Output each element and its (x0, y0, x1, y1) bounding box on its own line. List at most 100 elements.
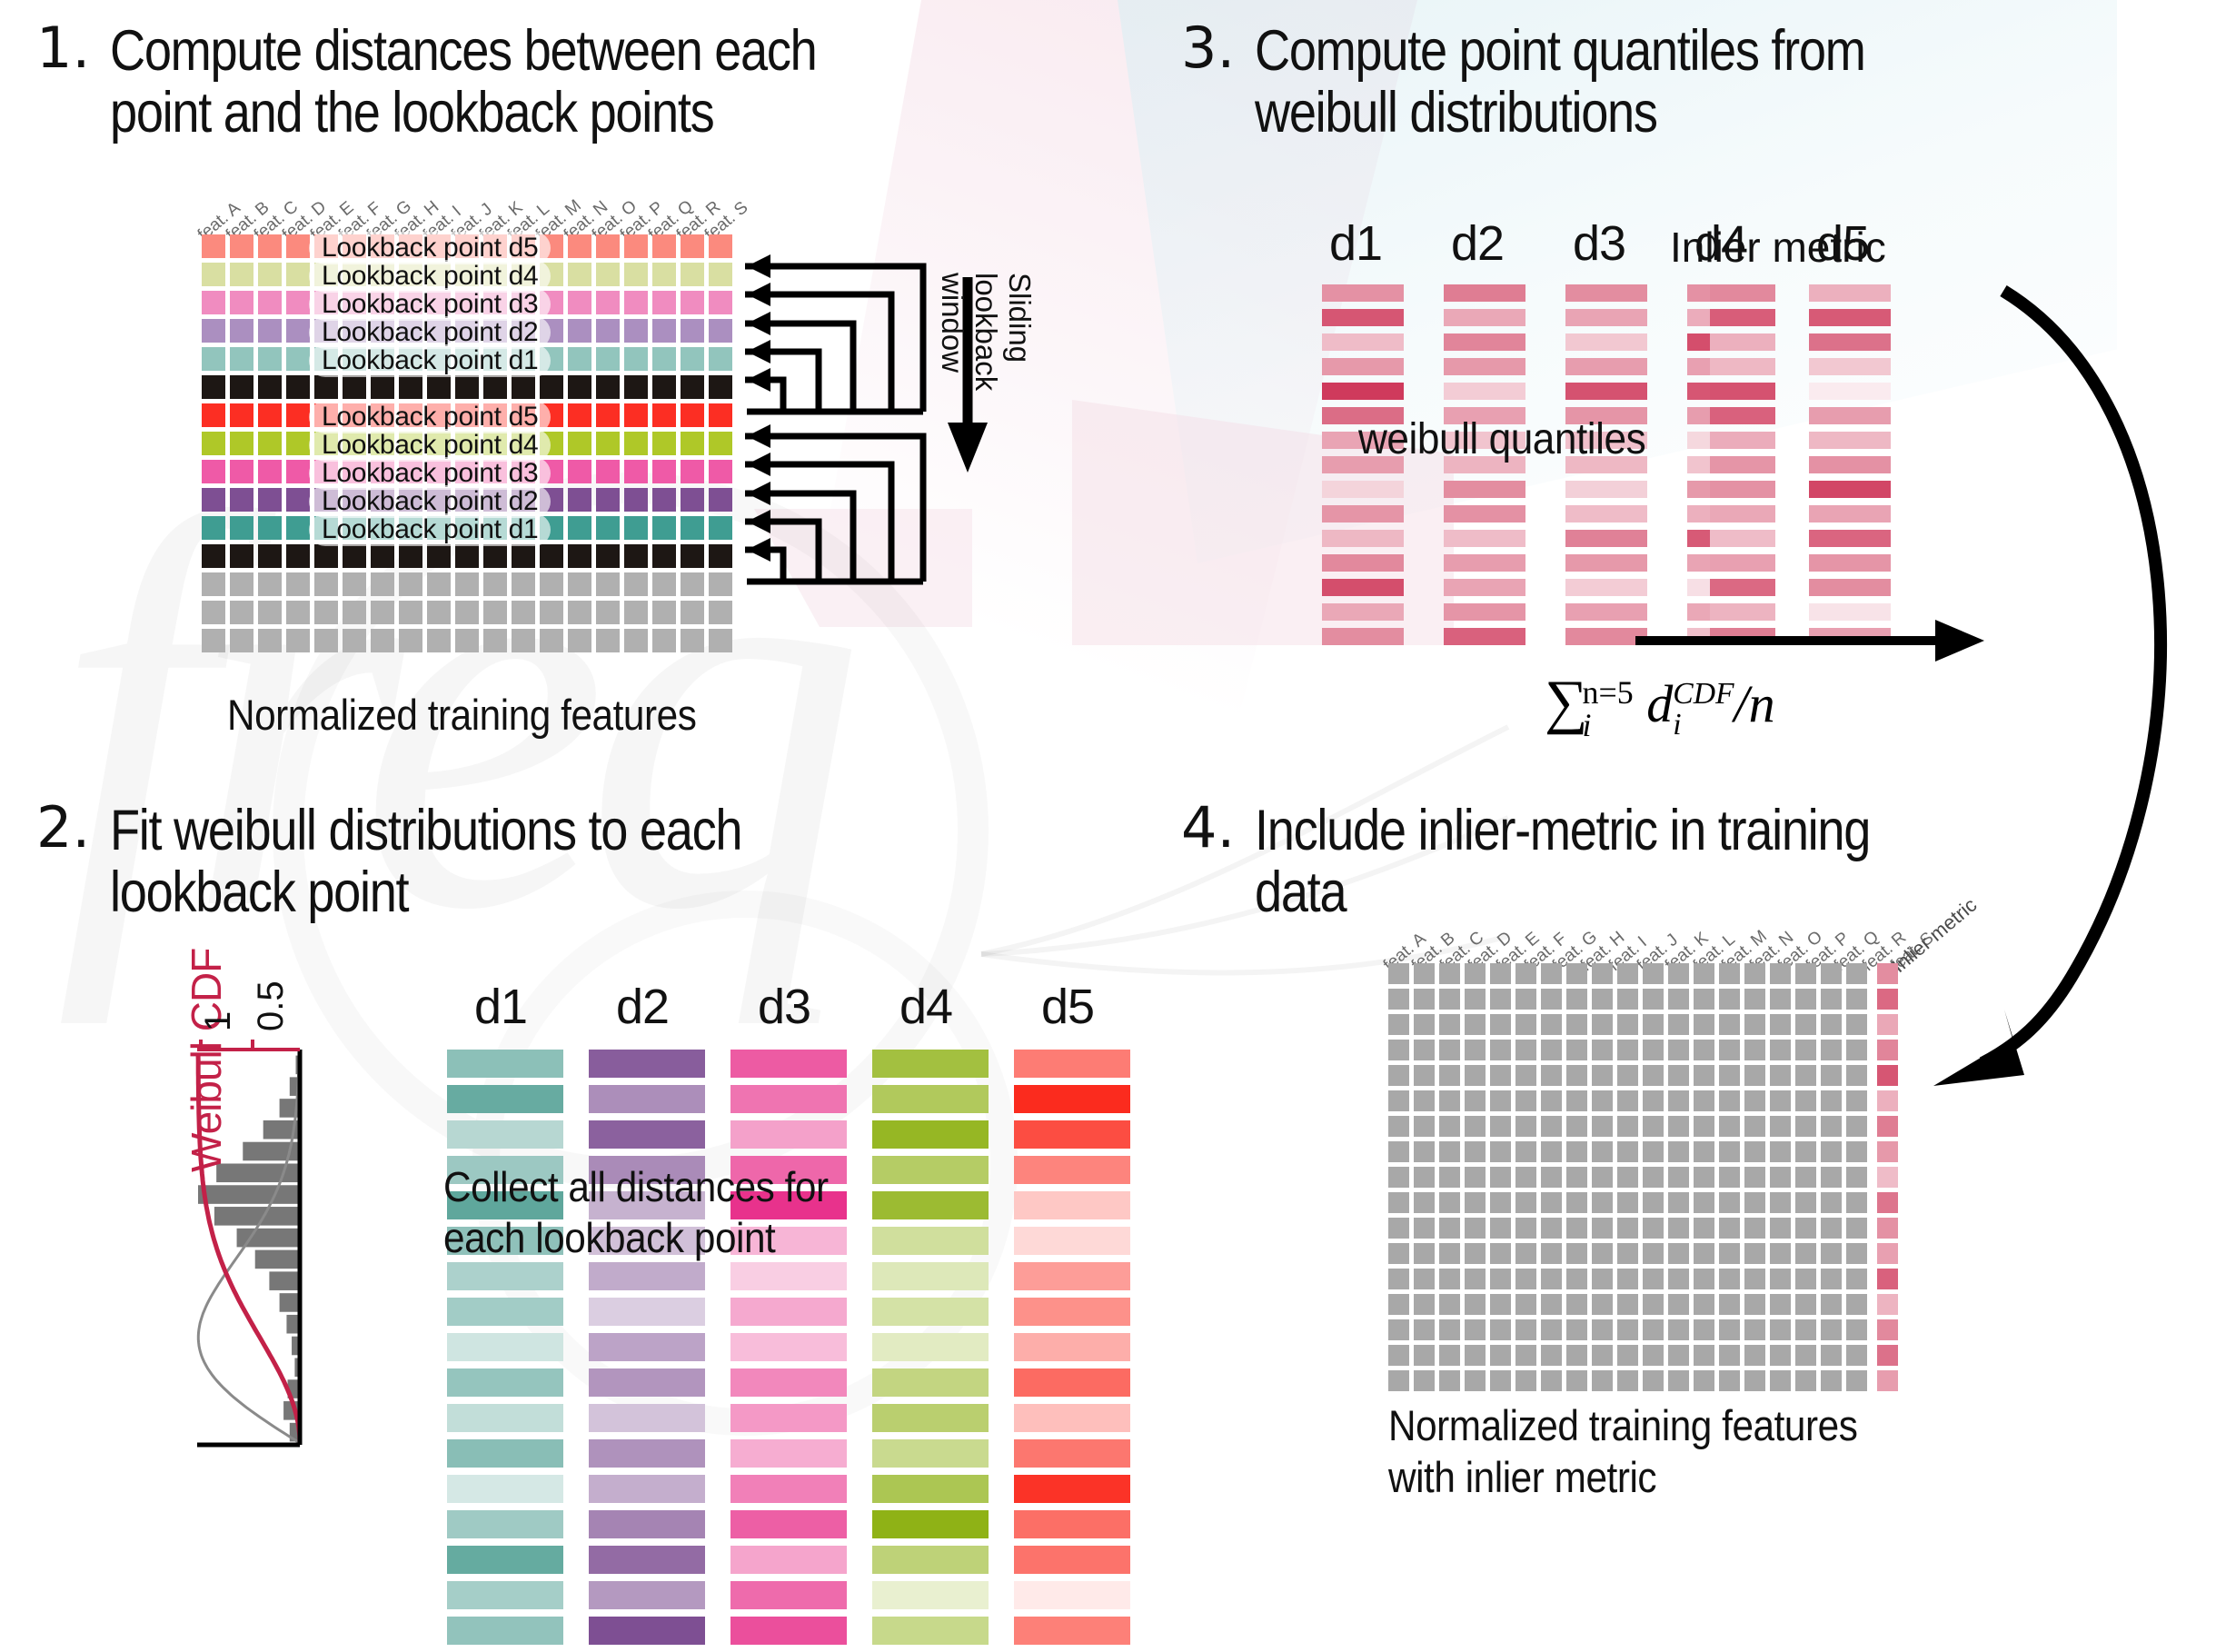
panel-3-column-d5 (1809, 284, 1891, 652)
grid-cell (286, 488, 310, 512)
grid-cell (681, 291, 704, 314)
feature-cell (1694, 963, 1714, 984)
distance-bar (447, 1156, 563, 1184)
feature-cell (1668, 1040, 1689, 1060)
distance-bar (872, 1298, 989, 1326)
grid-cell (512, 601, 535, 624)
grid-cell (596, 319, 620, 343)
inlier-metric-cell (1877, 1090, 1898, 1111)
feature-cell (1439, 1141, 1460, 1162)
grid-cell (681, 460, 704, 483)
feature-cell (1617, 1065, 1638, 1086)
feature-cell (1490, 1116, 1511, 1137)
feature-cell (1541, 1345, 1562, 1366)
inlier-metric-bar (1710, 456, 1775, 473)
feature-cell (1770, 1294, 1791, 1315)
inlier-metric-cell (1877, 1243, 1898, 1264)
grid-cell (399, 544, 422, 568)
histogram-bar (289, 1077, 300, 1096)
distance-bar (447, 1404, 563, 1432)
grid-cell (596, 460, 620, 483)
feature-cell (1694, 1345, 1714, 1366)
distance-bar (730, 1156, 847, 1184)
feature-cell (1439, 1345, 1460, 1366)
feature-cell (1668, 1141, 1689, 1162)
inlier-metric-bar (1710, 579, 1775, 596)
distance-bar (589, 1227, 705, 1255)
grid-cell (568, 601, 591, 624)
distance-bar (872, 1227, 989, 1255)
quantile-bar (1322, 628, 1404, 645)
feature-cell (1541, 1370, 1562, 1391)
grid-cell (286, 319, 310, 343)
feature-cell (1566, 1243, 1587, 1264)
panel-2-column-label-d3: d3 (758, 980, 811, 1034)
feature-cell (1541, 989, 1562, 1010)
panel-2-overlay-text: Collect all distances for each lookback p… (443, 1161, 829, 1263)
feature-cell (1439, 1269, 1460, 1289)
grid-cell (624, 601, 648, 624)
lookback-point-tag: Lookback point d5 (309, 401, 552, 433)
grid-cell (512, 572, 535, 596)
grid-cell (652, 488, 676, 512)
distance-bar (730, 1227, 847, 1255)
feature-cell (1668, 1014, 1689, 1035)
grid-cell (709, 601, 732, 624)
grid-cell (230, 601, 253, 624)
panel-2-column-label-d2: d2 (616, 980, 670, 1034)
feature-cell (1795, 1294, 1816, 1315)
lookback-point-tag: Lookback point d4 (309, 429, 552, 462)
feature-cell (1821, 1319, 1842, 1340)
grid-cell (427, 601, 451, 624)
quantile-bar (1565, 456, 1647, 473)
feature-cell (1617, 1014, 1638, 1035)
histogram-bar (269, 1271, 300, 1290)
quantile-bar (1444, 603, 1525, 621)
feature-cell (1592, 1243, 1613, 1264)
feature-cell (1668, 1116, 1689, 1137)
grid-cell (371, 601, 394, 624)
feature-cell (1465, 1345, 1486, 1366)
grid-cell (624, 291, 648, 314)
feature-cell (1388, 1345, 1409, 1366)
panel-4-caption: Normalized training features with inlier … (1388, 1399, 1858, 1504)
distance-bar (589, 1439, 705, 1468)
grid-cell (652, 516, 676, 540)
feature-cell (1541, 1014, 1562, 1035)
grid-cell (286, 403, 310, 427)
panel-4-row-5 (1388, 1090, 1898, 1111)
feature-cell (1795, 963, 1816, 984)
feature-cell (1694, 1243, 1714, 1264)
grid-cell (258, 488, 282, 512)
grid-cell (202, 291, 225, 314)
grid-cell (652, 234, 676, 258)
feature-cell (1388, 989, 1409, 1010)
feature-cell (1566, 1116, 1587, 1137)
feature-cell (1388, 1192, 1409, 1213)
grid-cell (596, 544, 620, 568)
panel-4-row-8 (1388, 1167, 1898, 1188)
feature-cell (1744, 1218, 1765, 1239)
feature-cell (1744, 1192, 1765, 1213)
feature-cell (1388, 1319, 1409, 1340)
inlier-metric-cell (1877, 1192, 1898, 1213)
feature-cell (1719, 1090, 1740, 1111)
distance-bar (447, 1333, 563, 1361)
grid-cell (624, 263, 648, 286)
distance-bar (589, 1262, 705, 1290)
feature-cell (1592, 1141, 1613, 1162)
grid-cell (624, 375, 648, 399)
feature-cell (1515, 1141, 1536, 1162)
distance-bar (872, 1368, 989, 1397)
grid-cell (596, 432, 620, 455)
feature-cell (1465, 1141, 1486, 1162)
feature-cell (1439, 1116, 1460, 1137)
grid-cell (314, 544, 338, 568)
feature-cell (1566, 963, 1587, 984)
feature-cell (1490, 1065, 1511, 1086)
feature-cell (1388, 1243, 1409, 1264)
feature-cell (1795, 1345, 1816, 1366)
inlier-metric-bar (1710, 481, 1775, 498)
quantile-bar (1322, 579, 1404, 596)
inlier-metric-cell (1877, 1345, 1898, 1366)
